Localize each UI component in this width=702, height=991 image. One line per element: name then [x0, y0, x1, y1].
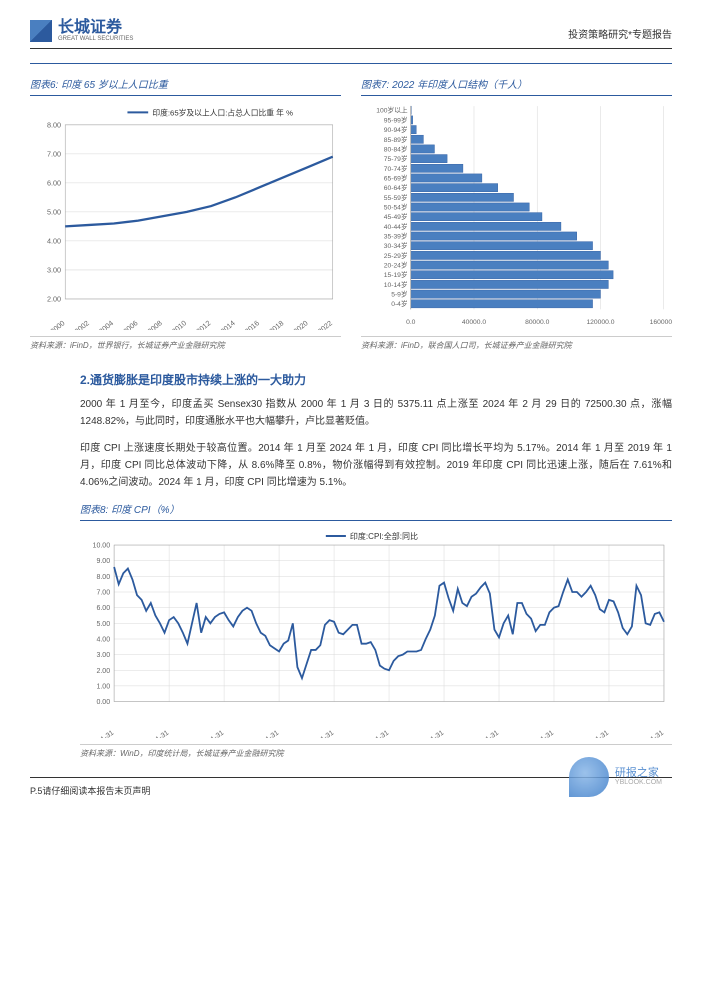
svg-text:20-24岁: 20-24岁: [384, 261, 408, 270]
svg-text:2018-01-31: 2018-01-31: [302, 730, 335, 738]
svg-text:80-84岁: 80-84岁: [384, 144, 408, 153]
chart7-source: 资料来源：iFinD，联合国人口司，长城证券产业金融研究院: [361, 336, 672, 351]
logo-icon: [30, 20, 52, 42]
svg-text:2019-01-31: 2019-01-31: [357, 730, 390, 738]
footer-left: P.5请仔细阅读本报告末页声明: [30, 784, 150, 797]
logo-subtext: GREAT WALL SECURITIES: [58, 36, 133, 42]
chart6-box: 图表6: 印度 65 岁以上人口比重 印度:65岁及以上人口:占总人口比重 年 …: [30, 76, 341, 351]
svg-text:2023-01-31: 2023-01-31: [577, 730, 610, 738]
svg-text:6.00: 6.00: [47, 178, 61, 187]
chart8-svg: 印度:CPI:全部:同比 0.00 1.00 2.00 3.00 4.00 5.00 6.00…: [80, 527, 672, 738]
svg-text:5.00: 5.00: [96, 621, 110, 628]
svg-text:7.00: 7.00: [47, 149, 61, 158]
svg-text:160000.0: 160000.0: [650, 319, 672, 326]
watermark-sub: YBLOOK.COM: [615, 779, 662, 786]
logo-text: 长城证券: [58, 20, 133, 36]
svg-text:2006: 2006: [121, 318, 139, 330]
svg-text:2017-01-31: 2017-01-31: [247, 730, 280, 738]
svg-text:2022-01-31: 2022-01-31: [522, 730, 555, 738]
svg-text:85-89岁: 85-89岁: [384, 135, 408, 144]
svg-text:5-9岁: 5-9岁: [391, 290, 407, 299]
svg-text:4.00: 4.00: [96, 637, 110, 644]
svg-text:3.00: 3.00: [96, 652, 110, 659]
svg-text:10-14岁: 10-14岁: [384, 280, 408, 289]
svg-text:2024-01-31: 2024-01-31: [632, 730, 665, 738]
svg-text:100岁以上: 100岁以上: [376, 106, 408, 115]
paragraph-1: 2000 年 1 月至今，印度孟买 Sensex30 指数从 2000 年 1 …: [80, 396, 672, 430]
svg-text:10.00: 10.00: [93, 543, 111, 550]
svg-text:0.00: 0.00: [96, 699, 110, 706]
svg-text:2021-01-31: 2021-01-31: [467, 730, 500, 738]
chart7-svg: 0.040000.080000.0120000.0160000.0100岁以上9…: [361, 102, 672, 330]
svg-text:2020: 2020: [292, 318, 310, 330]
svg-text:3.00: 3.00: [47, 266, 61, 275]
svg-text:9.00: 9.00: [96, 558, 110, 565]
paragraph-2: 印度 CPI 上涨速度长期处于较高位置。2014 年 1 月至 2024 年 1…: [80, 440, 672, 491]
svg-text:0.0: 0.0: [406, 319, 416, 326]
svg-text:120000.0: 120000.0: [586, 319, 614, 326]
svg-text:2.00: 2.00: [96, 668, 110, 675]
svg-text:2008: 2008: [146, 318, 164, 330]
svg-text:2016: 2016: [243, 318, 261, 330]
svg-text:75-79岁: 75-79岁: [384, 154, 408, 163]
svg-text:15-19岁: 15-19岁: [384, 270, 408, 279]
svg-text:8.00: 8.00: [96, 574, 110, 581]
watermark: 研报之家 YBLOOK.COM: [569, 757, 662, 797]
svg-text:1.00: 1.00: [96, 684, 110, 691]
svg-text:7.00: 7.00: [96, 590, 110, 597]
svg-text:55-59岁: 55-59岁: [384, 193, 408, 202]
svg-text:90-94岁: 90-94岁: [384, 125, 408, 134]
header-right-text: 投资策略研究*专题报告: [568, 26, 672, 41]
svg-text:4.00: 4.00: [47, 237, 61, 246]
watermark-text: 研报之家: [615, 767, 662, 779]
chart6-svg: 印度:65岁及以上人口:占总人口比重 年 % 2.00 3.00 4.00 5.00 6.…: [30, 102, 341, 330]
svg-text:25-29岁: 25-29岁: [384, 251, 408, 260]
svg-text:45-49岁: 45-49岁: [384, 212, 408, 221]
chart7-title: 图表7: 2022 年印度人口结构（千人）: [361, 76, 672, 96]
svg-text:2016-01-31: 2016-01-31: [192, 730, 225, 738]
svg-text:2020-01-31: 2020-01-31: [412, 730, 445, 738]
svg-text:8.00: 8.00: [47, 120, 61, 129]
page-header: 长城证券 GREAT WALL SECURITIES 投资策略研究*专题报告: [30, 20, 672, 49]
svg-text:40000.0: 40000.0: [462, 319, 487, 326]
svg-text:2010: 2010: [170, 318, 188, 330]
chart8-box: 图表8: 印度 CPI（%） 印度:CPI:全部:同比 0.00 1.00 2.00 3…: [80, 501, 672, 759]
chart7-box: 图表7: 2022 年印度人口结构（千人） 0.0 40000.0 80000.0 1…: [361, 76, 672, 351]
svg-text:2002: 2002: [73, 318, 91, 330]
logo: 长城证券 GREAT WALL SECURITIES: [30, 20, 133, 42]
svg-text:35-39岁: 35-39岁: [384, 232, 408, 241]
svg-text:95-99岁: 95-99岁: [384, 115, 408, 124]
svg-text:2014-01-31: 2014-01-31: [82, 730, 115, 738]
section2-title: 2.通货膨胀是印度股市持续上涨的一大助力: [80, 371, 672, 388]
svg-text:5.00: 5.00: [47, 207, 61, 216]
svg-text:50-54岁: 50-54岁: [384, 202, 408, 211]
svg-text:0-4岁: 0-4岁: [391, 299, 407, 308]
chart6-title: 图表6: 印度 65 岁以上人口比重: [30, 76, 341, 96]
svg-text:30-34岁: 30-34岁: [384, 241, 408, 250]
svg-text:6.00: 6.00: [96, 605, 110, 612]
svg-text:2004: 2004: [97, 318, 115, 330]
watermark-icon: [569, 757, 609, 797]
svg-text:2012: 2012: [194, 318, 212, 330]
svg-text:65-69岁: 65-69岁: [384, 173, 408, 182]
svg-text:2022: 2022: [316, 318, 334, 330]
svg-text:2015-01-31: 2015-01-31: [137, 730, 170, 738]
svg-text:70-74岁: 70-74岁: [384, 164, 408, 173]
svg-text:60-64岁: 60-64岁: [384, 183, 408, 192]
chart8-title: 图表8: 印度 CPI（%）: [80, 501, 672, 521]
svg-text:80000.0: 80000.0: [525, 319, 550, 326]
svg-text:2.00: 2.00: [47, 295, 61, 304]
svg-text:2018: 2018: [267, 318, 285, 330]
svg-text:印度:65岁及以上人口:占总人口比重 年 %: 印度:65岁及以上人口:占总人口比重 年 %: [152, 107, 293, 117]
chart6-source: 资料来源：iFinD，世界银行，长城证券产业金融研究院: [30, 336, 341, 351]
svg-text:2014: 2014: [219, 318, 237, 330]
svg-text:40-44岁: 40-44岁: [384, 222, 408, 231]
svg-text:2000: 2000: [48, 318, 66, 330]
svg-text:印度:CPI:全部:同比: 印度:CPI:全部:同比: [350, 531, 418, 541]
